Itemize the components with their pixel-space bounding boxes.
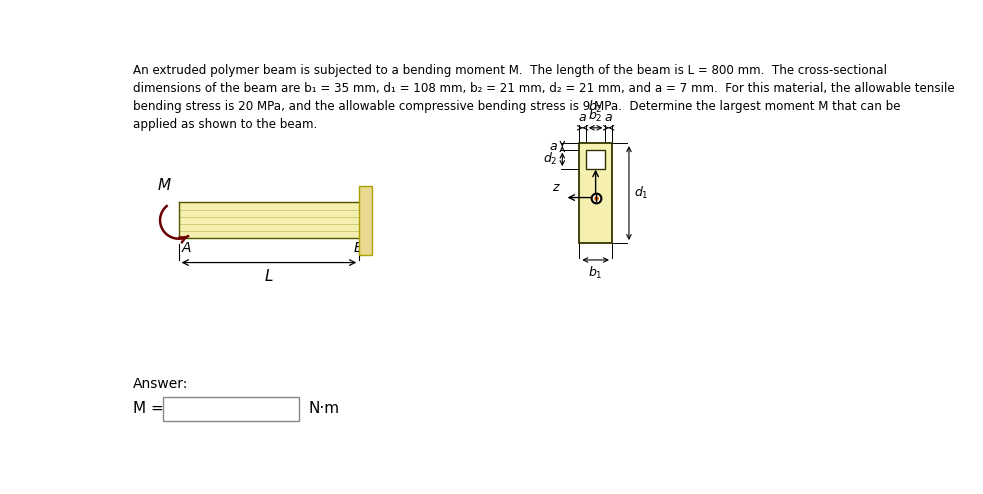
Bar	[163, 397, 299, 421]
Text: Answer:: Answer:	[133, 376, 189, 391]
Text: $b_1$: $b_1$	[588, 265, 603, 281]
Text: $M$: $M$	[157, 177, 172, 193]
Text: $b_2$: $b_2$	[589, 99, 603, 116]
Text: $b_2$: $b_2$	[589, 108, 603, 124]
Text: $L$: $L$	[264, 268, 273, 284]
Text: An extruded polymer beam is subjected to a bending moment M.  The length of the : An extruded polymer beam is subjected to…	[133, 64, 954, 131]
Text: N·m: N·m	[308, 401, 339, 416]
Text: $a$: $a$	[549, 140, 557, 153]
Bar	[579, 143, 611, 243]
Text: $y$: $y$	[599, 158, 608, 172]
Text: M =: M =	[133, 401, 164, 416]
Text: $a$: $a$	[605, 111, 613, 124]
Text: $B$: $B$	[353, 241, 364, 255]
Text: $d_1$: $d_1$	[634, 185, 648, 201]
Text: $z$: $z$	[551, 181, 560, 195]
Bar	[179, 203, 359, 238]
Bar	[359, 186, 373, 255]
Text: $d_2$: $d_2$	[543, 151, 557, 167]
Bar	[586, 150, 606, 169]
Text: $A$: $A$	[181, 241, 193, 255]
Text: $a$: $a$	[578, 111, 587, 124]
